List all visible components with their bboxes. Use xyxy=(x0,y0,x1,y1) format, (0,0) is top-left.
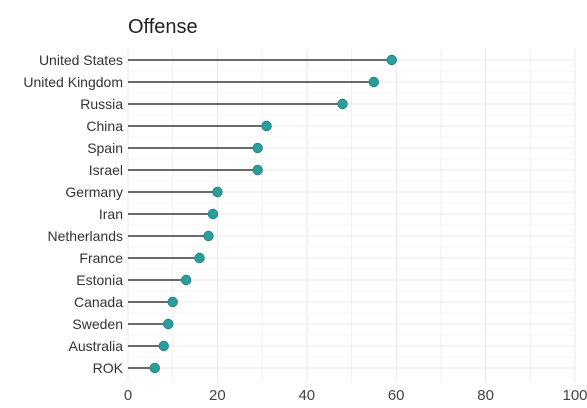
y-tick-label: Sweden xyxy=(72,316,123,332)
stem-layer xyxy=(128,59,392,369)
label-layer: United States United Kingdom Russia China Sp… xyxy=(23,52,123,376)
x-tick-label: 40 xyxy=(298,387,315,403)
y-tick-label: France xyxy=(79,250,123,266)
y-tick-label: Iran xyxy=(99,206,123,222)
tick-layer: 0 20 40 60 80 100 xyxy=(124,387,587,404)
lollipop-point xyxy=(212,186,223,198)
lollipop-point xyxy=(180,274,192,286)
x-tick-label: 20 xyxy=(209,387,226,403)
lollipop-point xyxy=(203,230,214,242)
lollipop-point xyxy=(337,98,348,110)
lollipop-point xyxy=(252,142,263,154)
y-tick-label: China xyxy=(86,118,123,134)
y-tick-label: Estonia xyxy=(76,272,123,288)
y-tick-label: Canada xyxy=(74,294,123,310)
y-tick-label: United Kingdom xyxy=(23,74,123,90)
lollipop-point xyxy=(207,208,219,220)
y-tick-label: Russia xyxy=(80,96,123,112)
y-tick-label: Australia xyxy=(69,338,124,354)
y-tick-label: Netherlands xyxy=(48,228,124,244)
y-tick-label: United States xyxy=(39,52,123,68)
x-tick-label: 80 xyxy=(477,387,494,403)
lollipop-point xyxy=(386,54,397,66)
chart-title: Offense xyxy=(128,16,198,38)
point-layer xyxy=(149,54,397,374)
x-tick-label: 60 xyxy=(388,387,405,403)
y-tick-label: Israel xyxy=(89,162,123,178)
lollipop-point xyxy=(252,164,263,176)
x-tick-label: 100 xyxy=(562,387,587,403)
lollipop-point xyxy=(149,362,161,374)
y-tick-label: Spain xyxy=(87,140,123,156)
lollipop-point xyxy=(194,252,205,264)
y-tick-label: Germany xyxy=(65,184,123,200)
lollipop-point xyxy=(167,296,178,308)
lollipop-point xyxy=(158,340,169,352)
lollipop-point xyxy=(368,76,380,88)
lollipop-point xyxy=(261,120,272,132)
y-tick-label: ROK xyxy=(93,360,124,376)
x-tick-label: 0 xyxy=(124,387,132,403)
lollipop-point xyxy=(163,318,174,330)
